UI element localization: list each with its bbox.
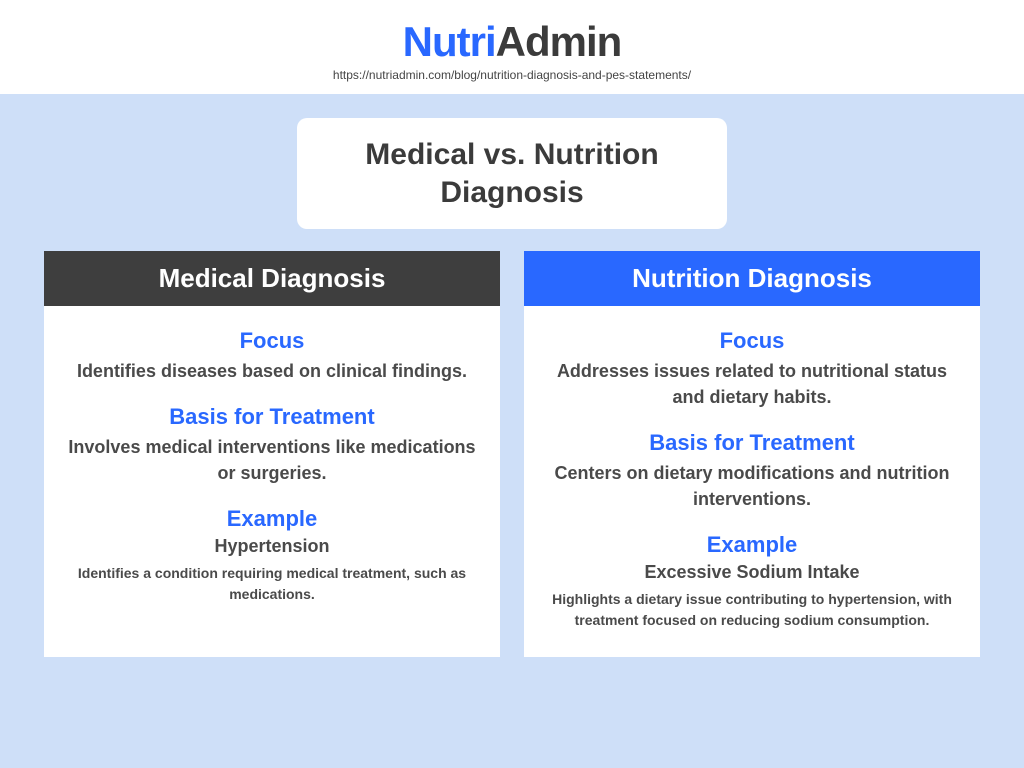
brand-logo: NutriAdmin — [0, 18, 1024, 66]
nutrition-body: Focus Addresses issues related to nutrit… — [524, 306, 980, 657]
nutrition-focus-label: Focus — [548, 328, 956, 354]
medical-focus-label: Focus — [68, 328, 476, 354]
nutrition-column: Nutrition Diagnosis Focus Addresses issu… — [524, 251, 980, 657]
nutrition-focus-text: Addresses issues related to nutritional … — [548, 358, 956, 410]
header-band: NutriAdmin https://nutriadmin.com/blog/n… — [0, 0, 1024, 94]
nutrition-example-detail: Highlights a dietary issue contributing … — [548, 589, 956, 631]
source-url: https://nutriadmin.com/blog/nutrition-di… — [0, 68, 1024, 82]
medical-focus-text: Identifies diseases based on clinical fi… — [68, 358, 476, 384]
comparison-columns: Medical Diagnosis Focus Identifies disea… — [0, 251, 1024, 657]
medical-column: Medical Diagnosis Focus Identifies disea… — [44, 251, 500, 657]
medical-example-detail: Identifies a condition requiring medical… — [68, 563, 476, 605]
nutrition-example-label: Example — [548, 532, 956, 558]
nutrition-basis-text: Centers on dietary modifications and nut… — [548, 460, 956, 512]
medical-basis-label: Basis for Treatment — [68, 404, 476, 430]
nutrition-example-name: Excessive Sodium Intake — [548, 562, 956, 583]
medical-basis-text: Involves medical interventions like medi… — [68, 434, 476, 486]
page-title: Medical vs. Nutrition Diagnosis — [327, 136, 697, 211]
nutrition-basis-label: Basis for Treatment — [548, 430, 956, 456]
medical-header: Medical Diagnosis — [44, 251, 500, 306]
brand-part2: Admin — [496, 18, 622, 65]
brand-part1: Nutri — [403, 18, 496, 65]
nutrition-header: Nutrition Diagnosis — [524, 251, 980, 306]
medical-body: Focus Identifies diseases based on clini… — [44, 306, 500, 631]
title-card: Medical vs. Nutrition Diagnosis — [297, 118, 727, 229]
medical-example-name: Hypertension — [68, 536, 476, 557]
medical-example-label: Example — [68, 506, 476, 532]
